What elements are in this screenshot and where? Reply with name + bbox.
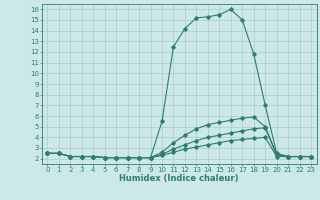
X-axis label: Humidex (Indice chaleur): Humidex (Indice chaleur): [119, 174, 239, 183]
